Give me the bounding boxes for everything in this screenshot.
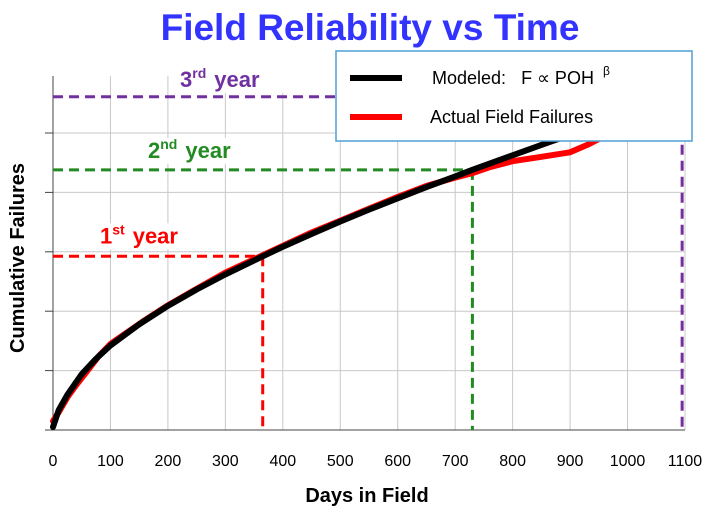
x-tick-labels: 0 100 200 300 400 500 600 700 800 900 1000 1100 — [49, 453, 703, 470]
x-tick-label-1: 100 — [97, 453, 124, 470]
legend: Modeled: F ∝ POH β Actual Field Failures — [335, 50, 693, 142]
y-axis-label: Cumulative Failures — [7, 163, 29, 353]
chart-title: Field Reliability vs Time — [161, 7, 580, 48]
ref-label-suffix-2: nd — [160, 136, 177, 152]
x-tick-label-5: 500 — [327, 453, 354, 470]
ref-label-suffix-3: rd — [192, 65, 206, 81]
legend-modeled-text: Modeled: — [432, 68, 506, 88]
x-tick-label-10: 1000 — [610, 453, 646, 470]
ref-label-3: 3rd year — [180, 65, 260, 92]
x-tick-label-6: 600 — [384, 453, 411, 470]
legend-label-actual: Actual Field Failures — [430, 107, 593, 127]
series-line-actual-field-failures — [50, 127, 620, 425]
ref-label-word-3: year — [214, 67, 260, 92]
ref-label-ordinal-2: 2 — [148, 138, 160, 163]
x-axis-label: Days in Field — [305, 485, 428, 507]
x-tick-label-8: 800 — [499, 453, 526, 470]
x-tick-label-7: 700 — [442, 453, 469, 470]
x-tick-label-4: 400 — [269, 453, 296, 470]
x-tick-label-2: 200 — [155, 453, 182, 470]
ref-label-word-2: year — [185, 138, 231, 163]
legend-modeled-exponent: β — [603, 64, 610, 78]
ref-label-2: 2nd year — [148, 136, 231, 163]
x-tick-label-9: 900 — [557, 453, 584, 470]
x-tick-label-3: 300 — [212, 453, 239, 470]
legend-modeled-formula: F ∝ POH — [521, 68, 594, 88]
ref-label-suffix-1: st — [112, 221, 125, 237]
ref-label-ordinal-3: 3 — [180, 67, 192, 92]
ref-label-bg-2 — [142, 137, 262, 164]
ref-label-bg-1 — [94, 223, 214, 250]
ref-label-1: 1st year — [100, 221, 178, 248]
x-tick-label-0: 0 — [49, 453, 58, 470]
legend-box — [335, 50, 693, 142]
ref-label-bg-3 — [174, 66, 294, 93]
x-tick-label-11: 1100 — [668, 453, 703, 470]
ref-label-ordinal-1: 1 — [100, 223, 112, 248]
ref-label-word-1: year — [133, 223, 179, 248]
legend-label-modeled: Modeled: F ∝ POH β — [432, 64, 610, 88]
